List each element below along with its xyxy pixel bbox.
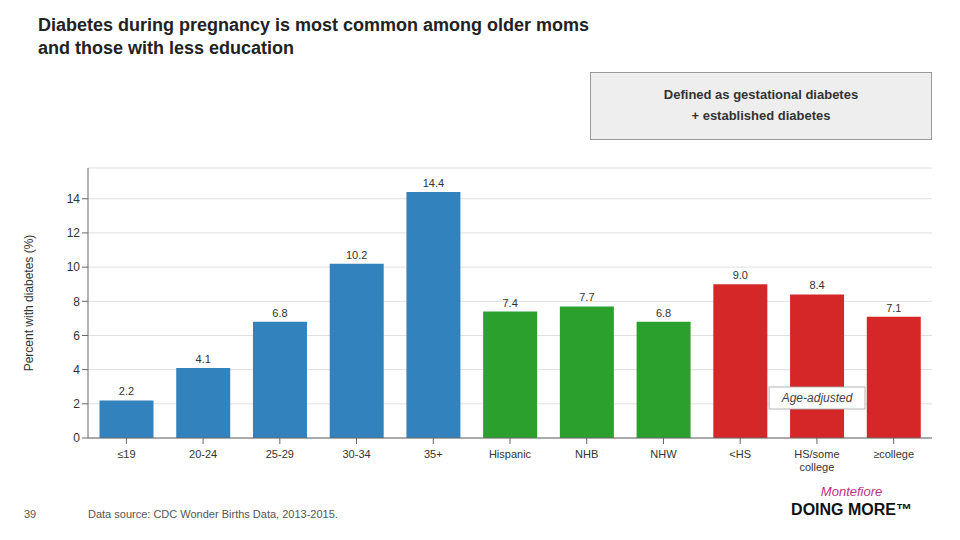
svg-text:2: 2 bbox=[73, 397, 80, 411]
svg-text:14: 14 bbox=[67, 192, 81, 206]
svg-text:35+: 35+ bbox=[424, 448, 443, 460]
svg-text:7.7: 7.7 bbox=[579, 291, 594, 303]
html-text:Defined as gestational diabete: Defined as gestational diabetes bbox=[663, 87, 859, 103]
html-text:39: 39 bbox=[24, 508, 37, 520]
svg-text:8.4: 8.4 bbox=[809, 279, 824, 291]
svg-text:8: 8 bbox=[73, 295, 80, 309]
html-text:+ established diabetes: + established diabetes bbox=[691, 108, 831, 123]
svg-text:Percent with diabetes (%): Percent with diabetes (%) bbox=[22, 235, 36, 372]
svg-text:≤19: ≤19 bbox=[117, 448, 135, 460]
svg-text:12: 12 bbox=[67, 226, 81, 240]
svg-text:Age-adjusted: Age-adjusted bbox=[781, 391, 853, 405]
svg-text:25-29: 25-29 bbox=[266, 448, 294, 460]
svg-text:6.8: 6.8 bbox=[656, 307, 671, 319]
svg-text:Hispanic: Hispanic bbox=[489, 448, 532, 460]
svg-text:9.0: 9.0 bbox=[733, 269, 748, 281]
svg-text:0: 0 bbox=[73, 431, 80, 445]
html-text:Diabetes during pregnancy is m: Diabetes during pregnancy is most common… bbox=[38, 15, 590, 35]
html-text:DOING MORE™: DOING MORE™ bbox=[791, 500, 912, 518]
svg-text:7.1: 7.1 bbox=[886, 302, 901, 314]
svg-text:4: 4 bbox=[73, 363, 80, 377]
svg-text:20-24: 20-24 bbox=[189, 448, 217, 460]
svg-text:2.2: 2.2 bbox=[119, 385, 134, 397]
svg-text:30-34: 30-34 bbox=[342, 448, 370, 460]
svg-text:6: 6 bbox=[73, 329, 80, 343]
svg-text:6.8: 6.8 bbox=[272, 307, 287, 319]
html-text:Data source: CDC Wonder Births: Data source: CDC Wonder Births Data, 201… bbox=[88, 508, 338, 520]
svg-text:NHB: NHB bbox=[575, 448, 598, 460]
html-text:Montefiore: Montefiore bbox=[820, 484, 883, 499]
svg-text:<HS: <HS bbox=[729, 448, 751, 460]
svg-text:HS/somecollege: HS/somecollege bbox=[794, 448, 839, 473]
svg-text:7.4: 7.4 bbox=[502, 297, 517, 309]
svg-text:4.1: 4.1 bbox=[196, 353, 211, 365]
html-text:and those with less education: and those with less education bbox=[38, 38, 294, 59]
svg-text:≥college: ≥college bbox=[873, 448, 914, 460]
svg-text:10: 10 bbox=[67, 260, 81, 274]
svg-text:14.4: 14.4 bbox=[423, 177, 444, 189]
svg-text:NHW: NHW bbox=[650, 448, 677, 460]
svg-text:10.2: 10.2 bbox=[346, 249, 367, 261]
